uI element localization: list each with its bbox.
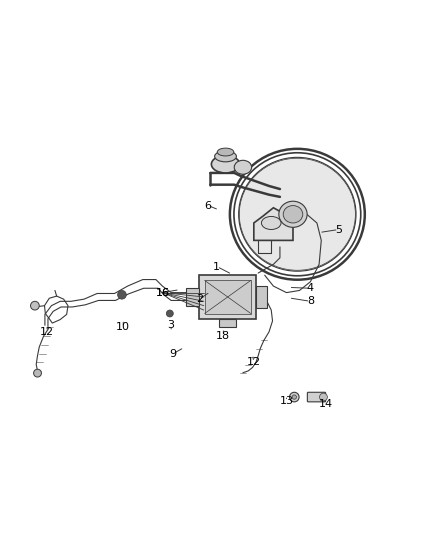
Ellipse shape [239,158,355,270]
Text: 3: 3 [168,320,175,330]
FancyBboxPatch shape [199,275,256,319]
Text: 1: 1 [213,262,220,271]
Polygon shape [254,208,293,240]
FancyBboxPatch shape [307,392,325,402]
Ellipse shape [212,156,240,173]
Circle shape [31,301,39,310]
Text: 9: 9 [170,349,177,359]
Text: 12: 12 [247,357,261,367]
FancyBboxPatch shape [219,319,237,327]
Circle shape [166,310,173,317]
Text: 8: 8 [307,296,314,306]
Ellipse shape [234,160,252,174]
Text: 16: 16 [155,288,170,297]
Text: 6: 6 [205,200,212,211]
Text: 10: 10 [116,322,130,333]
Circle shape [34,369,42,377]
Circle shape [117,290,126,299]
Circle shape [292,395,297,399]
Text: 12: 12 [40,327,54,337]
Ellipse shape [217,148,234,156]
Text: 5: 5 [335,224,342,235]
Text: 14: 14 [318,399,333,409]
Ellipse shape [215,151,237,162]
Ellipse shape [261,216,281,230]
Circle shape [320,393,327,401]
FancyBboxPatch shape [205,280,251,313]
Text: 2: 2 [196,294,203,304]
Text: 4: 4 [307,283,314,293]
Circle shape [290,392,299,402]
FancyBboxPatch shape [186,288,199,305]
Text: 16: 16 [155,288,170,297]
Ellipse shape [283,206,303,223]
Ellipse shape [279,201,307,228]
Text: 13: 13 [279,397,293,407]
FancyBboxPatch shape [256,286,267,308]
Text: 18: 18 [216,331,230,341]
